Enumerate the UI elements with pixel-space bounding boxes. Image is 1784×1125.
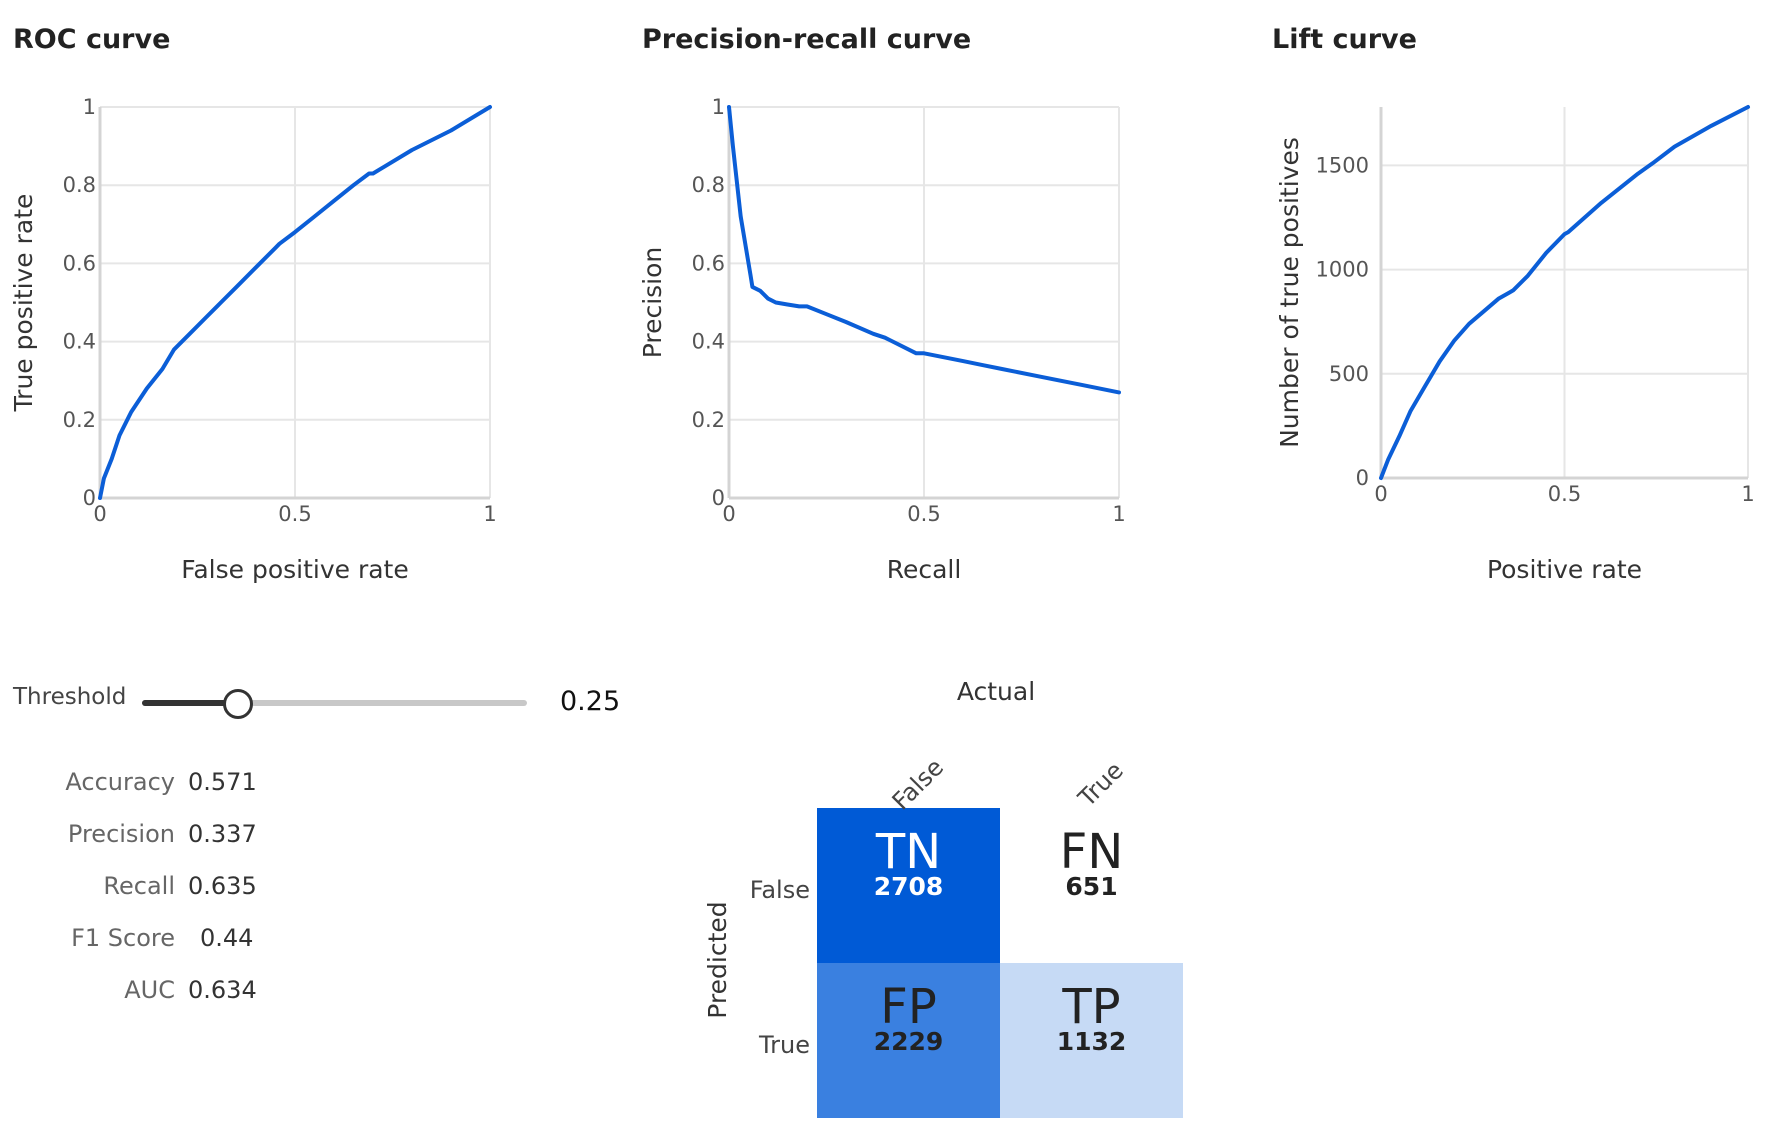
cm-cell-code: FP [880,979,937,1035]
cm-cell-code: TN [875,824,941,880]
roc-y-axis-label: True positive rate [9,194,38,413]
roc-chart: 0 0.5 1 0 0.2 0.4 0.6 0.8 1 False positive rate Tr… [9,95,497,584]
metric-value: 0.571 [188,768,257,796]
cm-row-label: False [750,876,810,904]
lift-x-tick-label: 0 [1374,482,1387,506]
pr-y-tick-label: 0.8 [692,173,725,197]
lift-y-tick-label: 1000 [1316,258,1369,282]
roc-x-tick-label: 1 [483,502,496,526]
metric-value: 0.337 [188,820,257,848]
roc-y-tick-label: 0.2 [63,408,96,432]
cm-actual-label: Actual [957,677,1035,706]
metric-value: 0.44 [200,924,254,952]
cm-cell-count: 1132 [1057,1027,1127,1056]
pr-y-tick-label: 0.2 [692,408,725,432]
pr-y-tick-label: 0.6 [692,251,725,275]
cm-cell-bg [817,808,1000,963]
cm-predicted-label: Predicted [703,901,732,1018]
pr-y-tick-label: 1 [712,95,725,119]
threshold-slider[interactable] [142,689,527,719]
lift-chart: 0 0.5 1 0 500 1000 1500 Positive rate Number of … [1275,105,1755,584]
roc-y-tick-label: 0 [83,486,96,510]
metric-name: F1 Score [71,924,175,952]
roc-chart-title: ROC curve [13,24,171,55]
slider-handle[interactable] [223,689,254,719]
roc-y-tick-label: 0.4 [63,330,96,354]
metric-name: Accuracy [65,768,175,796]
metric-name: Precision [67,820,175,848]
threshold-label: Threshold [13,684,127,710]
cm-col-label: True [1072,756,1129,813]
roc-x-axis-label: False positive rate [181,555,409,584]
metric-name: AUC [124,976,175,1004]
pr-x-tick-label: 1 [1112,502,1125,526]
cm-cell-count: 2229 [874,1027,944,1056]
roc-y-tick-label: 0.6 [63,251,96,275]
cm-cell-bg [1000,808,1183,963]
lift-y-tick-label: 1500 [1316,153,1369,177]
pr-series-line [727,105,1121,395]
lift-chart-title: Lift curve [1272,24,1417,55]
cm-cell-code: TP [1061,979,1120,1035]
cm-cell-bg [1000,963,1183,1118]
metric-name: Recall [103,872,175,900]
pr-x-tick-label: 0.5 [907,502,940,526]
pr-x-tick-label: 0 [722,502,735,526]
pr-chart: 0 0.5 1 0 0.2 0.4 0.6 0.8 1 Recall Precision [638,95,1126,584]
lift-y-axis-label: Number of true positives [1275,137,1304,448]
slider-fill [142,700,239,706]
pr-y-tick-label: 0.4 [692,330,725,354]
cm-row-label: True [758,1031,810,1059]
cm-col-label: False [887,753,949,815]
lift-x-tick-label: 0.5 [1548,482,1581,506]
charts-area: 0 0.5 1 0 0.2 0.4 0.6 0.8 1 False positive rate Tr… [9,95,1755,584]
lift-x-tick-label: 1 [1741,482,1754,506]
roc-x-tick-label: 0.5 [278,502,311,526]
threshold-value: 0.25 [560,686,621,717]
pr-chart-title: Precision-recall curve [642,24,972,55]
cm-cell-code: FN [1060,824,1124,880]
lift-y-tick-label: 500 [1329,362,1369,386]
lift-x-axis-label: Positive rate [1487,555,1642,584]
metric-value: 0.634 [188,976,257,1004]
roc-series-line [98,105,492,500]
roc-x-tick-label: 0 [93,502,106,526]
roc-y-tick-label: 0.8 [63,173,96,197]
pr-y-tick-label: 0 [712,486,725,510]
roc-y-tick-label: 1 [83,95,96,119]
cm-cell-count: 651 [1065,872,1117,901]
slider-track[interactable] [142,700,527,706]
pr-y-axis-label: Precision [638,247,667,359]
cm-cell-count: 2708 [874,872,944,901]
metric-value: 0.635 [188,872,257,900]
cm-cell-bg [817,963,1000,1118]
pr-x-axis-label: Recall [887,555,962,584]
lift-series-line [1379,105,1750,480]
lift-y-tick-label: 0 [1356,466,1369,490]
